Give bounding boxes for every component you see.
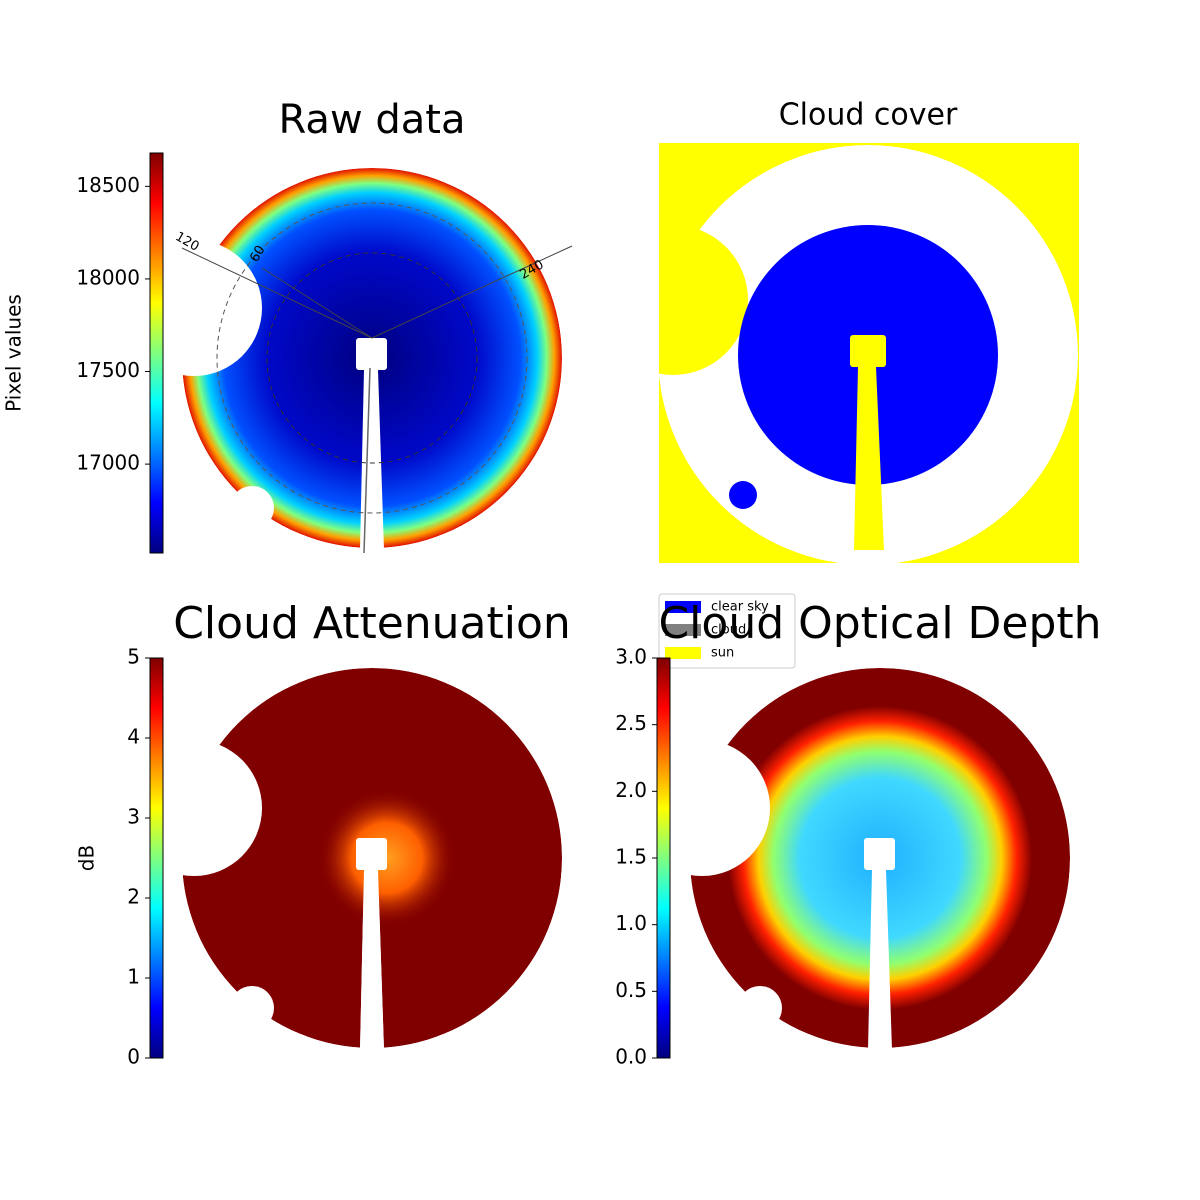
colorbar-tick-label: 1 bbox=[127, 965, 140, 989]
colorbar-tick-label: 2 bbox=[127, 885, 140, 909]
colorbar bbox=[149, 657, 164, 1059]
colorbar bbox=[149, 152, 164, 554]
colorbar-tick-label: 4 bbox=[127, 725, 140, 749]
colorbar-tick-label: 1.5 bbox=[615, 845, 647, 869]
colorbar-tick-label: 18000 bbox=[76, 265, 140, 289]
panel-title: Cloud Attenuation bbox=[173, 598, 571, 649]
colorbar-tick-label: 18500 bbox=[76, 173, 140, 197]
colorbar-tick-label: 0.5 bbox=[615, 978, 647, 1002]
legend-label: cloud bbox=[711, 623, 746, 638]
colorbar-tick-label: 3 bbox=[127, 805, 140, 829]
cloud-cover-image bbox=[658, 143, 1079, 565]
colorbar-tick-label: 0 bbox=[127, 1045, 140, 1069]
legend-swatch bbox=[665, 601, 701, 613]
legend-swatch bbox=[665, 624, 701, 636]
colorbar-tick-label: 3.0 bbox=[615, 645, 647, 669]
colorbar-tick-label: 2.5 bbox=[615, 711, 647, 735]
raw-image bbox=[181, 168, 573, 554]
colorbar-tick-label: 17500 bbox=[76, 358, 140, 382]
colorbar-tick-label: 17000 bbox=[76, 451, 140, 475]
attenuation-image bbox=[182, 668, 562, 1050]
colorbar bbox=[656, 657, 671, 1059]
panel-title: Cloud cover bbox=[779, 98, 958, 133]
colorbar-tick-label: 0.0 bbox=[615, 1045, 647, 1069]
legend-swatch bbox=[665, 647, 701, 659]
panel-title: Cloud Optical Depth bbox=[658, 598, 1101, 649]
colorbar-label: dB bbox=[75, 845, 99, 871]
panel-title: Raw data bbox=[279, 97, 466, 143]
colorbar-tick-label: 1.0 bbox=[615, 911, 647, 935]
legend-label: sun bbox=[711, 646, 734, 661]
colorbar-tick-label: 5 bbox=[127, 645, 140, 669]
colorbar-label: Pixel values bbox=[2, 294, 26, 412]
optical-depth-image bbox=[690, 668, 1070, 1048]
polar-label: 60 bbox=[247, 243, 268, 265]
colorbar-tick-label: 2.0 bbox=[615, 778, 647, 802]
legend-label: clear sky bbox=[711, 600, 769, 615]
